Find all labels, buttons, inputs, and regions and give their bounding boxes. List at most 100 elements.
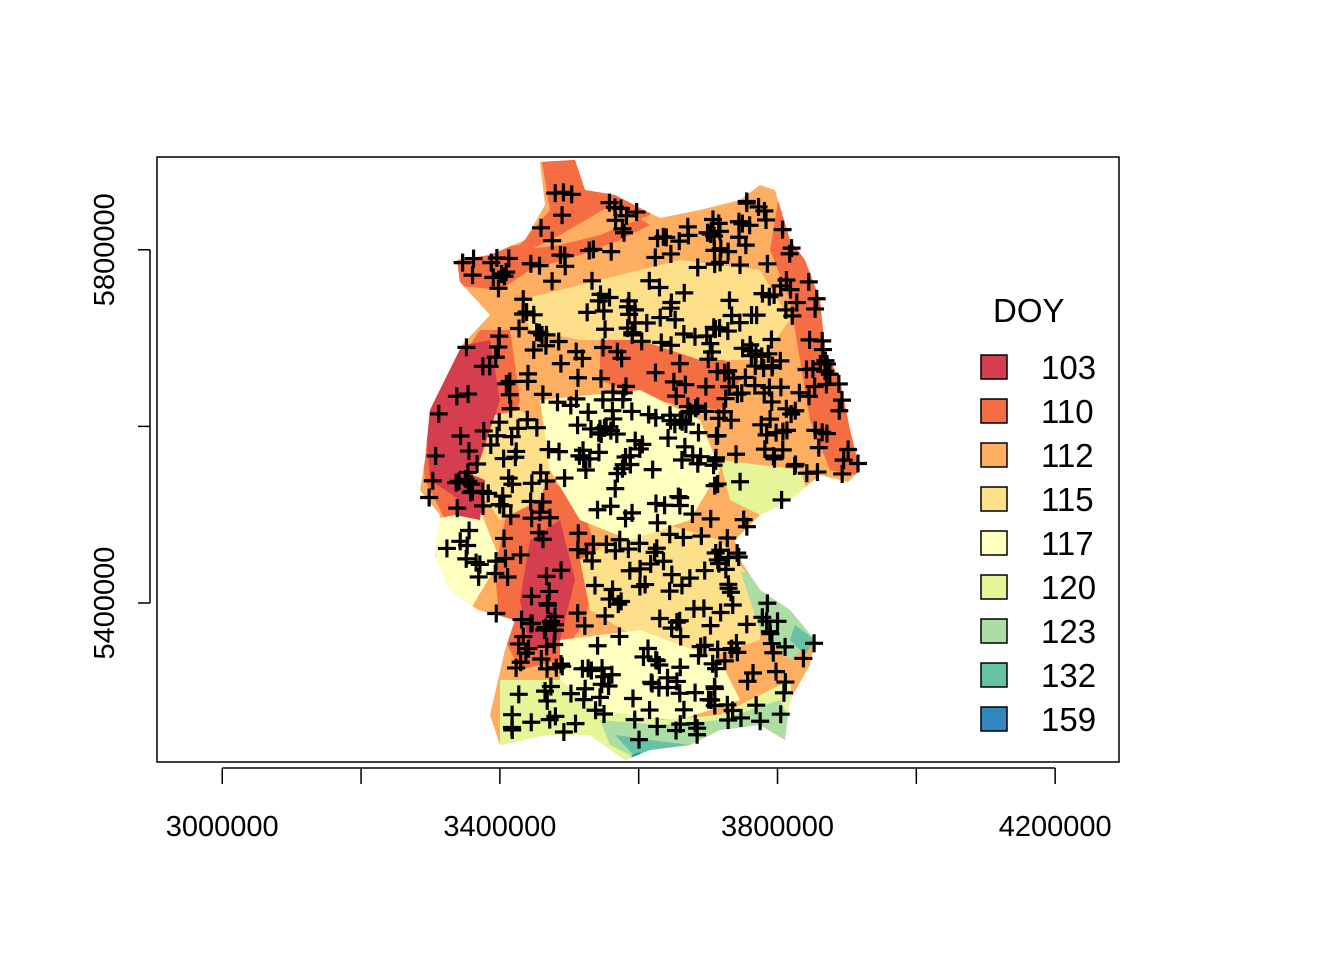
station-marker [420,488,439,507]
station-marker [606,479,625,498]
station-marker [541,677,560,696]
station-marker [758,594,777,613]
station-marker [459,385,478,404]
station-marker [592,675,611,694]
legend-label: 132 [1041,657,1096,694]
station-marker [522,509,541,528]
station-marker [737,615,756,634]
station-marker [490,413,509,432]
station-marker [646,494,665,513]
station-marker [648,513,667,532]
station-marker [773,220,792,239]
station-marker [463,266,482,285]
station-marker [676,375,695,394]
station-marker [540,508,559,527]
station-marker [667,672,686,691]
station-marker [758,254,777,273]
station-marker [600,288,619,307]
station-marker [708,475,727,494]
station-marker [671,411,690,430]
station-marker [652,333,671,352]
station-marker [595,667,614,686]
station-marker [589,291,608,310]
legend: DOY 103 110 112 115 117 120 123 132 159 [980,292,1096,738]
station-marker [594,338,613,357]
station-marker [527,323,546,342]
station-marker [551,354,570,373]
station-marker [620,561,639,580]
station-marker [602,242,621,261]
station-marker [684,599,703,618]
station-marker [584,535,603,554]
station-marker [648,717,667,736]
station-marker [589,443,608,462]
station-marker [797,360,816,379]
station-marker [602,665,621,684]
station-marker [497,374,516,393]
station-marker [482,253,501,272]
station-marker [603,383,622,402]
station-marker [490,495,509,514]
station-marker [447,473,466,492]
station-marker [474,421,493,440]
station-marker [625,710,644,729]
station-marker [593,390,612,409]
station-marker [553,206,572,225]
x-tick-label: 3000000 [166,811,279,843]
station-marker [650,656,669,675]
station-marker [711,541,730,560]
legend-swatch [980,530,1008,556]
station-marker [543,272,562,291]
station-marker [561,684,580,703]
station-marker [805,377,824,396]
station-marker [519,639,538,658]
station-marker [453,253,472,272]
station-marker [646,248,665,267]
station-marker [611,199,630,218]
station-marker [548,393,567,412]
station-marker [596,320,615,339]
station-marker [715,651,734,670]
station-marker [573,349,592,368]
station-marker [538,691,557,710]
station-marker [474,496,493,515]
station-marker [447,387,466,406]
legend-title: DOY [993,292,1065,329]
station-marker [643,460,662,479]
station-marker [542,612,561,631]
station-marker [689,423,708,442]
station-marker [636,575,655,594]
station-marker [581,419,600,438]
station-marker [695,636,714,655]
station-marker [761,410,780,429]
station-marker [662,565,681,584]
station-marker [747,306,766,325]
station-marker [745,376,764,395]
station-marker [531,463,550,482]
station-marker [686,714,705,733]
station-marker [522,587,541,606]
station-marker [582,271,601,290]
station-marker [728,544,747,563]
station-marker [830,401,849,420]
station-marker [671,488,690,507]
station-marker [467,553,486,572]
station-marker [633,435,652,454]
station-marker [662,293,681,312]
station-marker [468,455,487,474]
legend-label: 103 [1041,349,1096,386]
station-marker [709,409,728,428]
station-marker [777,270,796,289]
station-marker [458,463,477,482]
station-marker [566,714,585,733]
station-marker [451,532,470,551]
station-marker [457,338,476,357]
station-marker [742,341,761,360]
station-marker [686,683,705,702]
station-marker [568,604,587,623]
station-marker [667,387,686,406]
station-marker [524,341,543,360]
station-marker [448,499,467,518]
station-marker [706,448,725,467]
station-marker [606,541,625,560]
